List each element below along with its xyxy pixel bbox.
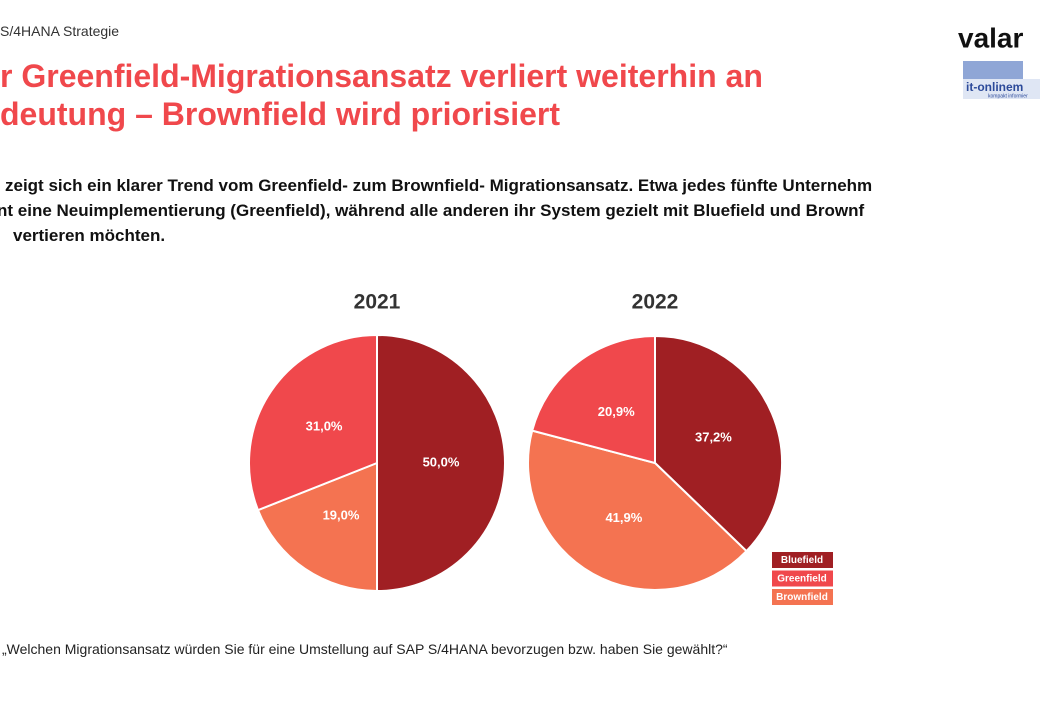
legend-swatch bbox=[772, 589, 833, 605]
pie-slice bbox=[654, 334, 783, 553]
slice-label: 50,0% bbox=[423, 454, 460, 469]
pie-title: 2022 bbox=[632, 291, 679, 314]
logo-box bbox=[963, 79, 1040, 99]
legend-label: Bluefield bbox=[781, 555, 823, 566]
title-line: deutung – Brownfield wird priorisiert bbox=[0, 96, 561, 132]
pie-slice bbox=[248, 333, 378, 512]
legend-swatch bbox=[772, 552, 833, 568]
legend-label: Greenfield bbox=[777, 574, 826, 585]
pie-slice bbox=[256, 461, 378, 593]
slice-label: 37,2% bbox=[695, 430, 732, 445]
body-line: vertieren möchten. bbox=[13, 226, 166, 245]
footnote: „Welchen Migrationsansatz würden Sie für… bbox=[2, 641, 728, 657]
legend-swatch bbox=[772, 570, 833, 587]
logo: valar bbox=[958, 22, 1023, 53]
slice-label: 41,9% bbox=[605, 510, 642, 525]
pie-title: 2021 bbox=[354, 291, 401, 314]
logo-tagline: kompakt informier bbox=[988, 93, 1028, 99]
slice-label: 19,0% bbox=[323, 507, 360, 522]
logo-grid bbox=[963, 61, 1040, 99]
legend-label: Brownfield bbox=[776, 592, 828, 603]
title-line: r Greenfield-Migrationsansatz verliert w… bbox=[0, 58, 763, 94]
body-line: zeigt sich ein klarer Trend vom Greenfie… bbox=[5, 176, 873, 195]
slice-label: 31,0% bbox=[306, 418, 343, 433]
pie-slice bbox=[376, 333, 506, 593]
slice-label: 20,9% bbox=[598, 404, 635, 419]
pie-slice bbox=[527, 429, 748, 591]
logo-box bbox=[963, 61, 1023, 79]
body-line: nt eine Neuimplementierung (Greenfield),… bbox=[0, 201, 865, 220]
pie-slice bbox=[530, 334, 656, 465]
breadcrumb: S/4HANA Strategie bbox=[0, 23, 120, 39]
logo-sub: it-onlinem bbox=[966, 80, 1023, 94]
